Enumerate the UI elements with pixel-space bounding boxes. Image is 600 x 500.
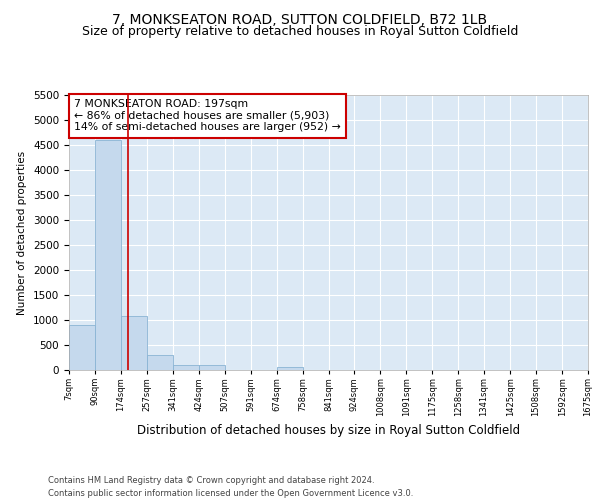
Bar (69, 325, 95, 370)
Text: 7, MONKSEATON ROAD, SUTTON COLDFIELD, B72 1LB: 7, MONKSEATON ROAD, SUTTON COLDFIELD, B7… (112, 12, 488, 26)
Bar (95, 140, 121, 370)
X-axis label: Distribution of detached houses by size in Royal Sutton Coldfield: Distribution of detached houses by size … (137, 424, 520, 438)
Text: Contains HM Land Registry data © Crown copyright and database right 2024.: Contains HM Land Registry data © Crown c… (48, 476, 374, 485)
Text: Contains public sector information licensed under the Open Government Licence v3: Contains public sector information licen… (48, 489, 413, 498)
Bar (121, 316, 147, 370)
Text: Size of property relative to detached houses in Royal Sutton Coldfield: Size of property relative to detached ho… (82, 25, 518, 38)
Bar (199, 365, 224, 370)
Bar (173, 364, 199, 370)
Text: 7 MONKSEATON ROAD: 197sqm
← 86% of detached houses are smaller (5,903)
14% of se: 7 MONKSEATON ROAD: 197sqm ← 86% of detac… (74, 99, 341, 132)
Y-axis label: Number of detached properties: Number of detached properties (17, 150, 28, 314)
Bar (147, 355, 173, 370)
Bar (277, 367, 302, 370)
